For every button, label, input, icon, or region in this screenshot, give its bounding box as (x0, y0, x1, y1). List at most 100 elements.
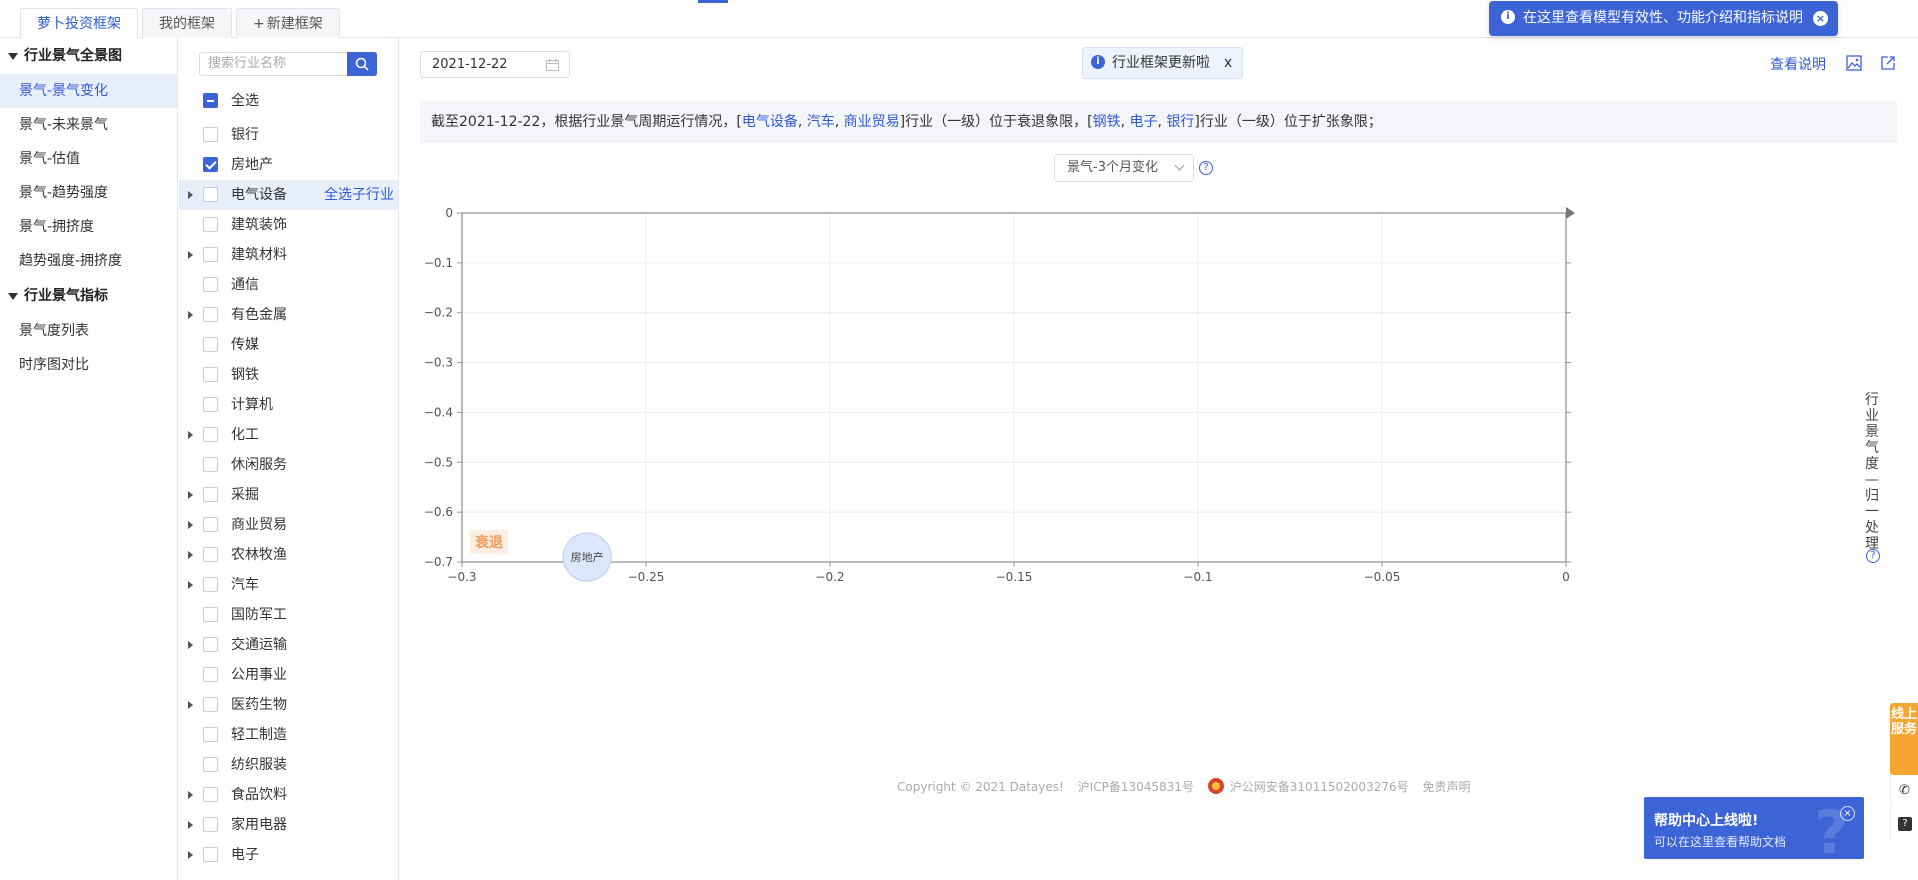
industry-checkbox[interactable] (203, 126, 218, 142)
nav-item-trend[interactable]: 景气-趋势强度 (19, 185, 109, 201)
industry-checkbox[interactable] (203, 456, 218, 472)
industry-checkbox[interactable] (203, 726, 218, 742)
expand-arrow-icon[interactable] (188, 851, 193, 859)
industry-item[interactable]: 有色金属 (179, 300, 398, 330)
nav-group-indicators[interactable]: 行业景气指标 (0, 278, 177, 314)
recession-industry-link[interactable]: 商业贸易 (843, 114, 900, 130)
tooltip-close-button[interactable]: × (1813, 11, 1828, 26)
help-center-popup[interactable]: ? 帮助中心上线啦! 可以在这里查看帮助文档 × (1644, 797, 1864, 859)
industry-checkbox[interactable] (203, 306, 218, 322)
metric-select[interactable]: 景气-3个月变化 (1054, 154, 1194, 182)
expand-arrow-icon[interactable] (188, 251, 193, 259)
side-help-button[interactable]: ? (1890, 808, 1918, 840)
industry-item[interactable]: 采掘 (179, 480, 398, 510)
industry-item[interactable]: 农林牧渔 (179, 540, 398, 570)
select-children-link[interactable]: 全选子行业 (324, 187, 394, 203)
recession-industry-link[interactable]: 汽车 (806, 114, 835, 130)
industry-item[interactable]: 食品饮料 (179, 780, 398, 810)
tab-new-framework[interactable]: + 新建框架 (236, 8, 340, 39)
industry-item[interactable]: 钢铁 (179, 360, 398, 390)
industry-item[interactable]: 国防军工 (179, 600, 398, 630)
save-image-icon[interactable] (1846, 55, 1862, 71)
industry-checkbox[interactable] (203, 216, 218, 232)
expand-arrow-icon[interactable] (188, 311, 193, 319)
industry-checkbox[interactable] (203, 756, 218, 772)
tab-my-framework[interactable]: 我的框架 (142, 8, 232, 39)
tab-luobo-framework[interactable]: 萝卜投资框架 (20, 8, 138, 40)
industry-item[interactable]: 纺织服装 (179, 750, 398, 780)
industry-item[interactable]: 电气设备 全选子行业 (179, 180, 398, 210)
footer-disclaimer[interactable]: 免责声明 (1422, 780, 1471, 794)
industry-checkbox[interactable] (203, 606, 218, 622)
expand-arrow-icon[interactable] (188, 521, 193, 529)
expansion-industry-link[interactable]: 银行 (1166, 114, 1195, 130)
nav-group-panorama[interactable]: 行业景气全景图 (0, 38, 177, 74)
expand-arrow-icon[interactable] (188, 431, 193, 439)
nav-item-timeseries[interactable]: 时序图对比 (19, 357, 89, 373)
industry-checkbox[interactable] (203, 336, 218, 352)
expand-arrow-icon[interactable] (188, 791, 193, 799)
industry-checkbox[interactable] (203, 486, 218, 502)
footer-police[interactable]: 沪公网安备31011502003276号 (1229, 780, 1409, 794)
industry-item[interactable]: 公用事业 (179, 660, 398, 690)
industry-checkbox[interactable] (203, 696, 218, 712)
expand-arrow-icon[interactable] (188, 581, 193, 589)
industry-checkbox[interactable] (203, 786, 218, 802)
notice-close-button[interactable]: x (1224, 55, 1233, 71)
industry-checkbox[interactable] (203, 546, 218, 562)
industry-checkbox[interactable] (203, 846, 218, 862)
industry-checkbox[interactable] (203, 156, 218, 172)
date-picker[interactable]: 2021-12-22 (420, 51, 570, 78)
recession-industry-link[interactable]: 电气设备 (741, 114, 798, 130)
industry-item[interactable]: 化工 (179, 420, 398, 450)
industry-checkbox[interactable] (203, 366, 218, 382)
help-close-button[interactable]: × (1840, 806, 1855, 821)
industry-checkbox[interactable] (203, 186, 218, 202)
nav-item-valuation[interactable]: 景气-估值 (19, 151, 81, 167)
industry-item[interactable]: 房地产 (179, 150, 398, 180)
industry-item[interactable]: 商业贸易 (179, 510, 398, 540)
expand-arrow-icon[interactable] (188, 821, 193, 829)
nav-item-change[interactable]: 景气-景气变化 (0, 74, 177, 108)
industry-item[interactable]: 轻工制造 (179, 720, 398, 750)
industry-checkbox[interactable] (203, 246, 218, 262)
industry-checkbox[interactable] (203, 276, 218, 292)
industry-checkbox[interactable] (203, 816, 218, 832)
nav-item-list[interactable]: 景气度列表 (19, 323, 89, 339)
data-point[interactable] (562, 532, 612, 582)
industry-item[interactable]: 通信 (179, 270, 398, 300)
industry-item[interactable]: 电子 (179, 840, 398, 870)
select-all-checkbox[interactable]: 全选 (203, 86, 259, 116)
expansion-industry-link[interactable]: 钢铁 (1092, 114, 1121, 130)
expand-arrow-icon[interactable] (188, 641, 193, 649)
expansion-industry-link[interactable]: 电子 (1129, 114, 1158, 130)
industry-checkbox[interactable] (203, 516, 218, 532)
industry-checkbox[interactable] (203, 426, 218, 442)
view-description-link[interactable]: 查看说明 (1770, 57, 1826, 73)
footer-icp[interactable]: 沪ICP备13045831号 (1077, 780, 1194, 794)
nav-item-crowding[interactable]: 景气-拥挤度 (19, 219, 95, 235)
industry-item[interactable]: 交通运输 (179, 630, 398, 660)
phone-icon[interactable]: ✆ (1890, 775, 1918, 807)
nav-item-trend-crowding[interactable]: 趋势强度-拥挤度 (19, 253, 123, 269)
expand-arrow-icon[interactable] (188, 701, 193, 709)
industry-item[interactable]: 医药生物 (179, 690, 398, 720)
industry-item[interactable]: 传媒 (179, 330, 398, 360)
industry-checkbox[interactable] (203, 636, 218, 652)
industry-item[interactable]: 建筑材料 (179, 240, 398, 270)
share-icon[interactable] (1880, 55, 1896, 71)
industry-item[interactable]: 家用电器 (179, 810, 398, 840)
expand-arrow-icon[interactable] (188, 191, 193, 199)
industry-item[interactable]: 休闲服务 (179, 450, 398, 480)
industry-checkbox[interactable] (203, 396, 218, 412)
industry-item[interactable]: 银行 (179, 120, 398, 150)
search-button[interactable] (347, 52, 377, 76)
industry-checkbox[interactable] (203, 576, 218, 592)
online-service-button[interactable]: 线上服务 (1890, 703, 1918, 775)
industry-item[interactable]: 计算机 (179, 390, 398, 420)
nav-item-future[interactable]: 景气-未来景气 (19, 117, 109, 133)
axis-help-icon[interactable]: ? (1866, 549, 1880, 563)
expand-arrow-icon[interactable] (188, 551, 193, 559)
help-question-icon[interactable]: ? (1199, 161, 1213, 175)
industry-item[interactable]: 建筑装饰 (179, 210, 398, 240)
